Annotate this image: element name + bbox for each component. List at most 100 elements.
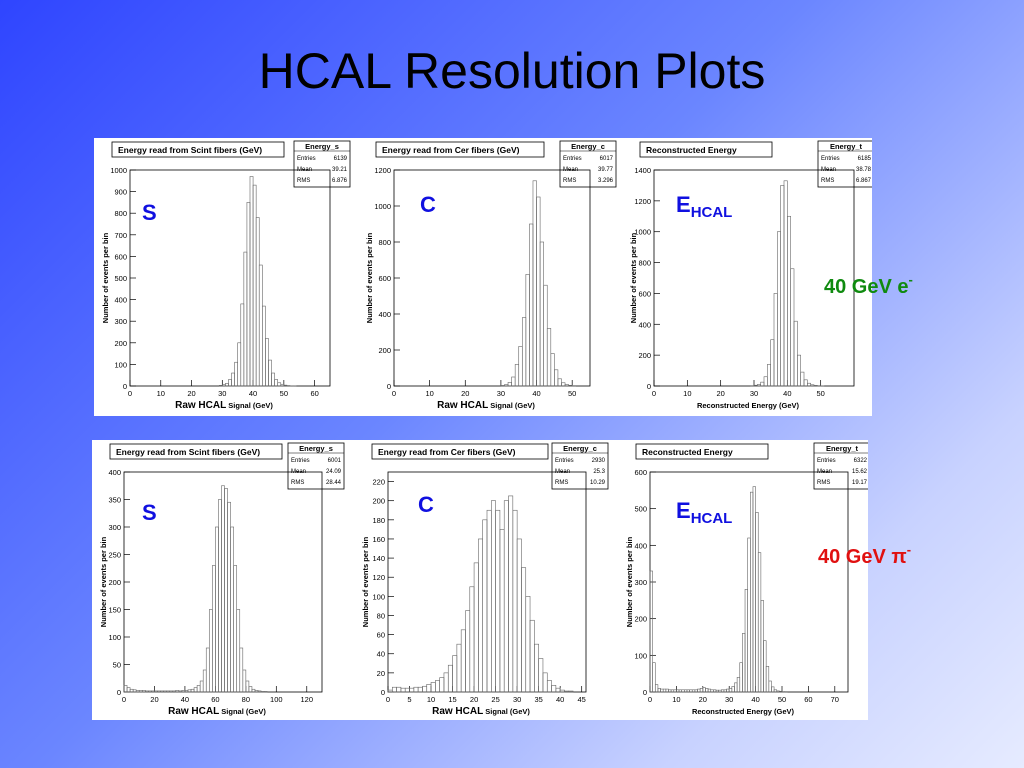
stats-key: Entries	[817, 458, 836, 464]
y-tick-label: 0	[123, 382, 127, 391]
histogram-bin	[521, 317, 527, 387]
histogram-bin	[787, 215, 791, 387]
x-tick-label: 20	[187, 389, 195, 398]
histogram-bin	[750, 491, 754, 693]
histogram-bin	[239, 647, 244, 693]
y-tick-label: 180	[372, 516, 385, 525]
histogram-bin	[265, 338, 269, 387]
y-tick-label: 250	[108, 551, 121, 560]
y-tick-label: 200	[108, 578, 121, 587]
histogram-bin	[224, 488, 228, 693]
histogram-bin	[439, 677, 445, 693]
y-tick-label: 40	[377, 650, 385, 659]
stats-value: 25.3	[593, 469, 605, 475]
histogram-bin	[491, 500, 496, 693]
stats-value: 39.77	[598, 167, 614, 173]
y-tick-label: 400	[638, 320, 651, 329]
stats-key: RMS	[291, 480, 304, 486]
y-tick-label: 300	[634, 578, 647, 587]
x-tick-label: 0	[122, 695, 126, 704]
histogram-bin	[559, 689, 565, 693]
histogram-bin	[662, 688, 667, 693]
stats-key: RMS	[555, 480, 568, 486]
histogram-bin	[652, 662, 656, 693]
scint-chart-electron: Energy read from Scint fibers (GeV) Energ…	[94, 138, 358, 416]
histogram-bin	[500, 385, 505, 387]
histogram-svg: Energy read from Cer fibers (GeV) Energy_…	[361, 442, 609, 717]
y-axis-label: Number of events per bin	[101, 232, 110, 323]
histogram-bin	[511, 376, 516, 387]
chart-title: Reconstructed Energy	[646, 145, 737, 155]
reco-chart-pion: Reconstructed Energy Energy_t Entries 6322 M…	[618, 440, 868, 720]
histogram-bin	[771, 686, 775, 693]
histogram-bin	[793, 320, 798, 387]
x-tick-label: 40	[249, 389, 257, 398]
histogram-bin	[739, 662, 743, 693]
x-tick-label: 10	[425, 389, 433, 398]
histogram-bin	[539, 241, 544, 387]
chart-tag: C	[420, 192, 436, 217]
histogram-bin	[790, 268, 795, 387]
histogram-bin	[222, 384, 226, 387]
y-tick-label: 700	[114, 231, 127, 240]
histogram-bin	[810, 384, 815, 387]
y-axis-label: Number of events per bin	[625, 536, 634, 627]
x-tick-label: 10	[157, 389, 165, 398]
x-tick-label: 25	[491, 695, 499, 704]
y-tick-label: 1200	[634, 197, 651, 206]
histogram-bin	[202, 669, 207, 693]
histogram-bin	[135, 690, 140, 693]
histogram-bin	[660, 688, 664, 693]
histogram-bin	[546, 680, 552, 693]
histogram-bin	[447, 664, 453, 693]
histogram-bin	[280, 383, 285, 387]
histogram-bin	[237, 342, 242, 387]
histogram-bin	[257, 690, 262, 693]
histogram-bin	[551, 685, 557, 693]
histogram-svg: Energy read from Cer fibers (GeV) Energy_…	[365, 140, 617, 411]
title-box	[111, 141, 285, 158]
histogram-bin	[248, 686, 253, 693]
y-tick-label: 400	[108, 468, 121, 477]
histogram-bin	[744, 589, 748, 693]
histogram-bin	[283, 384, 288, 387]
histogram-bin	[212, 565, 216, 693]
chart-tag: S	[142, 500, 157, 525]
y-tick-label: 1200	[374, 166, 391, 175]
histogram-bin	[803, 379, 808, 387]
histogram-bin	[236, 609, 241, 693]
histogram-bin	[417, 686, 423, 693]
x-tick-label: 40	[532, 389, 540, 398]
histogram-bin	[546, 328, 552, 387]
y-tick-label: 50	[113, 661, 121, 670]
stats-value: 38.78	[856, 167, 872, 173]
histogram-bin	[654, 684, 659, 693]
x-axis-label: Raw HCAL Signal (GeV)	[175, 400, 273, 411]
histogram-bin	[770, 339, 775, 387]
x-tick-label: 30	[725, 695, 733, 704]
x-tick-label: 50	[280, 389, 288, 398]
histogram-bin	[154, 690, 158, 693]
x-tick-label: 20	[461, 389, 469, 398]
stats-name: Energy_s	[305, 142, 339, 151]
histogram-bin	[507, 382, 512, 387]
y-tick-label: 600	[634, 468, 647, 477]
y-tick-label: 300	[114, 317, 127, 326]
histogram-bin	[763, 376, 768, 387]
histogram-bin	[249, 176, 254, 387]
histogram-bin	[499, 529, 505, 693]
histogram-bin	[807, 382, 811, 387]
histogram-bin	[726, 688, 730, 693]
x-tick-label: 0	[128, 389, 132, 398]
y-tick-label: 160	[372, 535, 385, 544]
histogram-bin	[763, 640, 767, 693]
histogram-bin	[534, 643, 539, 693]
histogram-bin	[518, 346, 523, 387]
histogram-bin	[396, 686, 402, 693]
histogram-bin	[649, 570, 653, 693]
histogram-bin	[138, 690, 143, 693]
y-axis-label: Number of events per bin	[361, 536, 370, 627]
histogram-bin	[175, 690, 180, 693]
histogram-bin	[482, 519, 488, 693]
